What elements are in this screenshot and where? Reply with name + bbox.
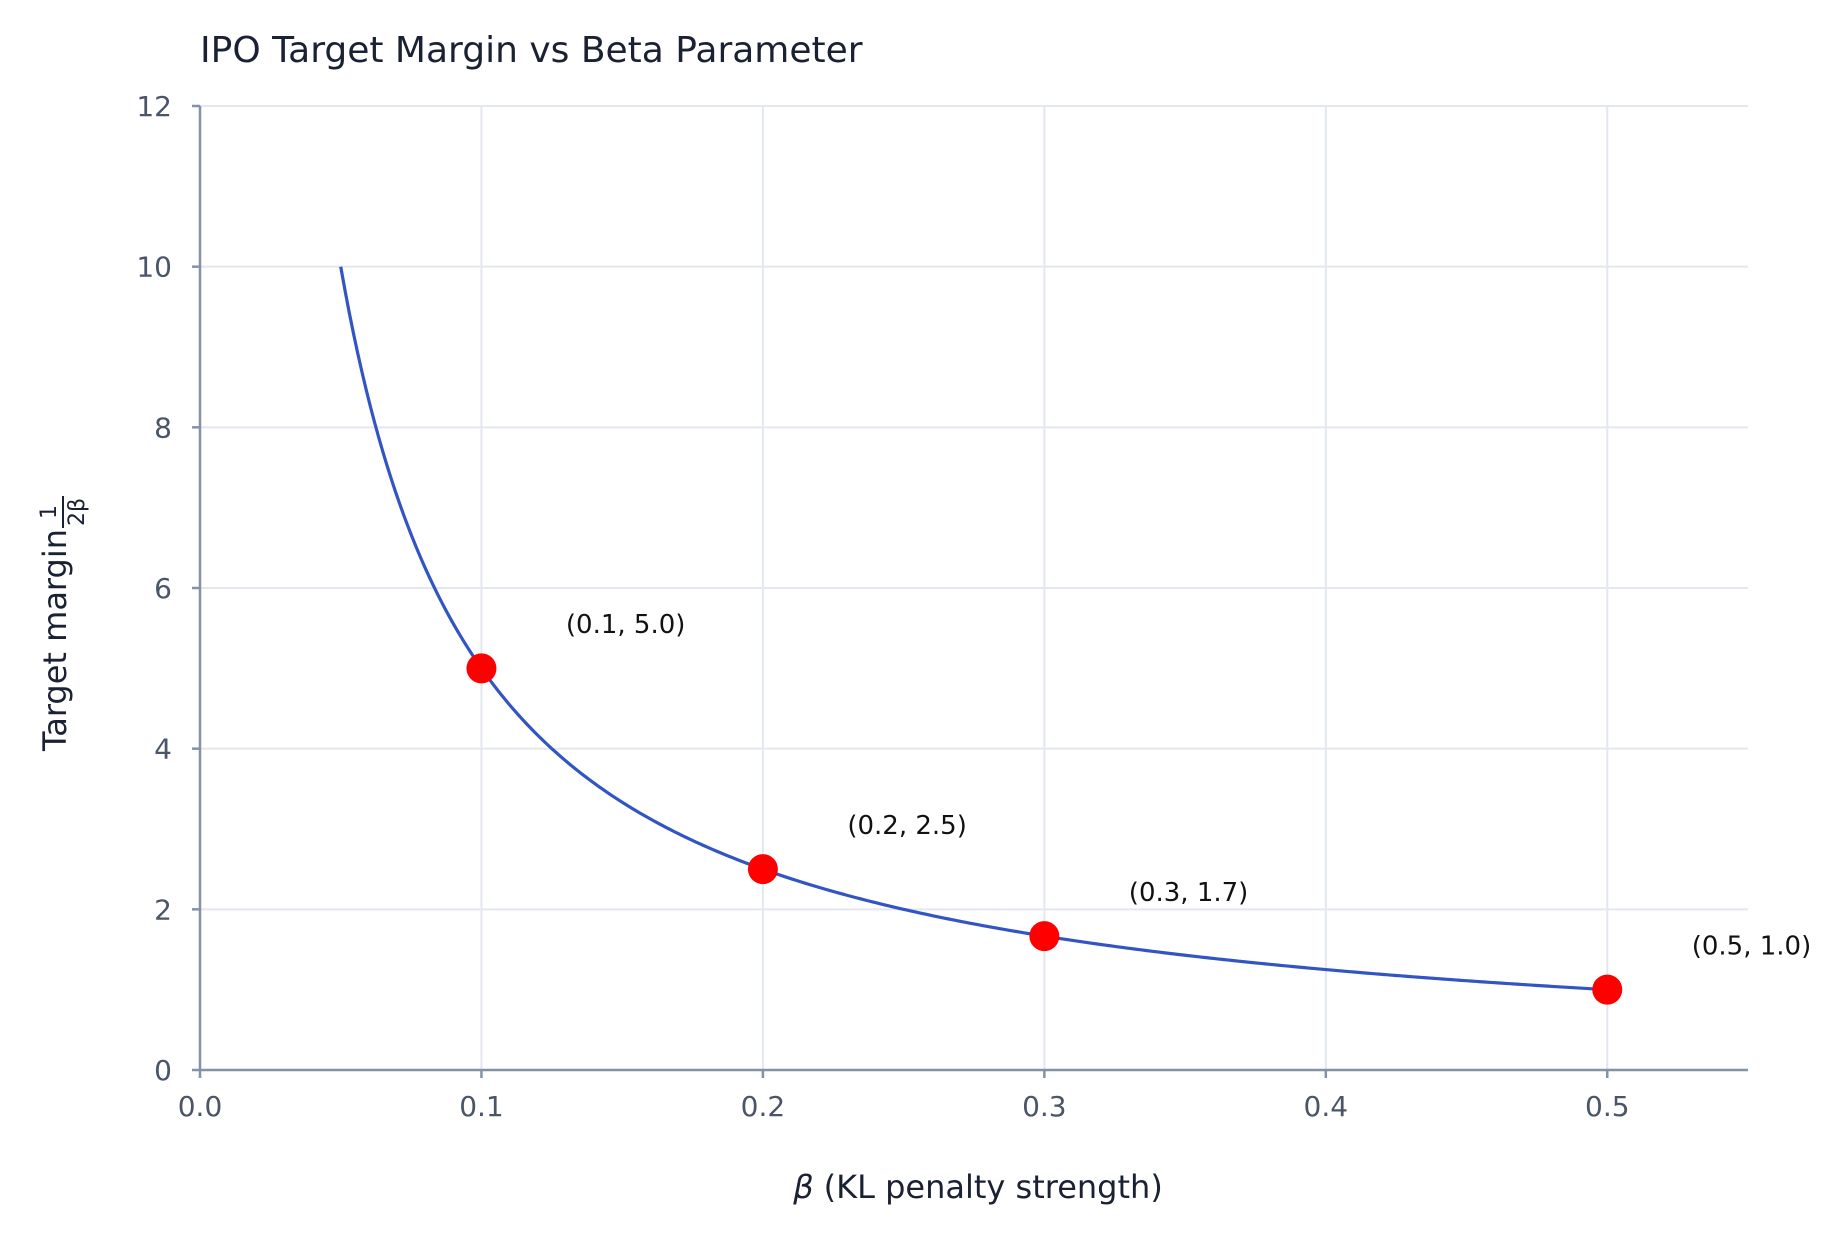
x-tick-label: 0.5 [1585,1090,1630,1123]
y-axis-label-text: Target margin [36,529,74,752]
x-tick-label: 0.0 [178,1090,223,1123]
grid [200,105,1748,1070]
x-axis-label-symbol: β [792,1168,813,1206]
points-layer [466,653,1623,1005]
y-tick-label: 12 [136,90,172,123]
series-line [339,266,1608,992]
y-axis-label-frac-num: 1 [37,505,62,519]
chart-title: IPO Target Margin vs Beta Parameter [200,30,863,71]
y-axis-label: Target margin 1 2β [36,496,90,752]
point-annotation: (0.5, 1.0) [1692,931,1812,961]
y-tick-label: 8 [154,411,172,444]
data-point [1029,921,1060,952]
axes: 0.0 0.1 0.2 0.3 0.4 0.5 0 2 4 6 8 10 12 [136,90,1748,1123]
x-tick-label: 0.3 [1022,1090,1067,1123]
point-annotation: (0.1, 5.0) [566,610,686,640]
x-tick-label: 0.2 [741,1090,786,1123]
data-point [747,854,778,885]
curve-layer [339,266,1608,992]
y-tick-label: 2 [154,893,172,926]
point-annotation: (0.3, 1.7) [1129,878,1249,908]
y-tick-label: 10 [136,251,172,284]
x-axis-label-text: (KL penalty strength) [824,1168,1163,1206]
y-axis-label-frac-den: 2β [65,498,90,526]
x-tick-label: 0.4 [1304,1090,1349,1123]
data-point [466,653,497,684]
x-axis-label: β (KL penalty strength) [792,1168,1163,1206]
y-tick-label: 6 [154,572,172,605]
x-tick-label: 0.1 [459,1090,504,1123]
data-point [1592,974,1623,1005]
labels-layer: (0.1, 5.0) (0.2, 2.5) (0.3, 1.7) (0.5, 1.0) [566,610,1811,961]
y-tick-label: 4 [154,733,172,766]
point-annotation: (0.2, 2.5) [847,811,967,841]
y-tick-label: 0 [154,1054,172,1087]
